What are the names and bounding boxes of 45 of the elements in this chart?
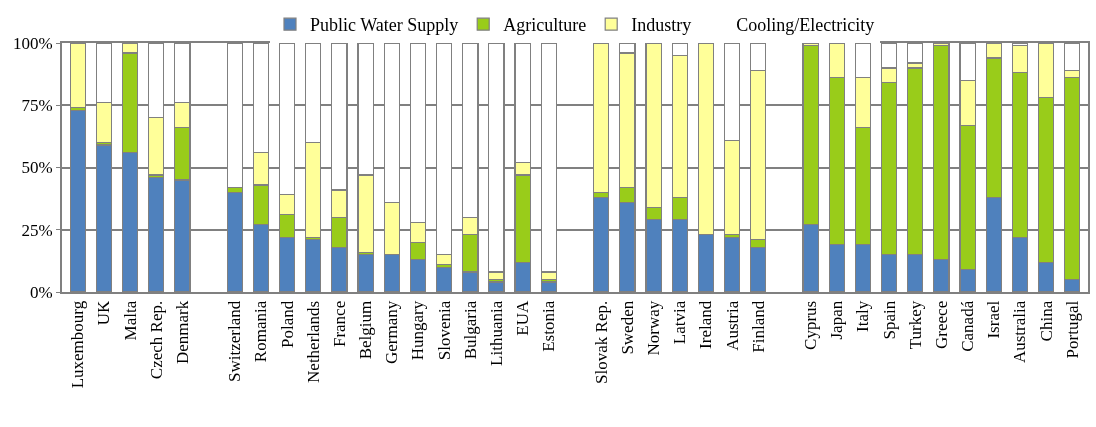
- x-tick-label: Poland: [277, 300, 297, 349]
- x-tick-label: Czech Rep.: [146, 300, 166, 380]
- x-tick-label: UK: [94, 300, 114, 326]
- x-tick-label: Lithuania: [487, 300, 507, 366]
- x-tick-label: Cyprus: [801, 300, 821, 350]
- x-tick-label: Greece: [931, 300, 951, 349]
- series-label: Cooling/Electricity: [736, 15, 875, 36]
- x-tick-label: Belgium: [356, 300, 376, 360]
- x-tick-label: Austria: [722, 300, 742, 351]
- x-tick-label: Ireland: [696, 300, 716, 349]
- x-tick-label: Malta: [120, 300, 140, 341]
- y-tick-label: 50%: [21, 158, 53, 178]
- x-tick-label: Germany: [382, 300, 402, 365]
- x-tick-label: Slovenia: [434, 300, 454, 361]
- x-tick-label: Turkey: [905, 300, 925, 350]
- legend-label: Public Water Supply: [310, 15, 459, 36]
- y-tick-label: 0%: [29, 282, 53, 302]
- x-tick-label: France: [329, 300, 349, 348]
- y-tick-label: 75%: [21, 96, 53, 116]
- legend-label: Agriculture: [503, 15, 587, 36]
- x-tick-label: Netherlands: [303, 300, 323, 383]
- x-tick-label: Canadá: [958, 300, 978, 352]
- legend-label: Industry: [631, 15, 692, 36]
- x-tick-label: Finland: [748, 300, 768, 353]
- x-tick-label: Portugal: [1062, 300, 1082, 359]
- x-tick-label: Australia: [1010, 300, 1030, 364]
- x-tick-label: Latvia: [670, 300, 690, 345]
- x-tick-label: Denmark: [172, 300, 192, 365]
- x-tick-label: Switzerland: [225, 300, 245, 382]
- x-tick-label: Sweden: [617, 300, 637, 355]
- x-tick-label: EUA: [513, 300, 533, 336]
- x-tick-label: Bulgaria: [460, 300, 480, 360]
- x-tick-label: Italy: [853, 300, 873, 332]
- x-tick-label: Norway: [644, 300, 664, 356]
- x-tick-label: Slovak Rep.: [591, 300, 611, 384]
- x-tick-label: Japan: [827, 300, 847, 340]
- x-tick-label: Spain: [879, 300, 899, 340]
- y-tick-label: 25%: [21, 220, 53, 240]
- x-tick-label: Hungary: [408, 300, 428, 361]
- x-tick-label: Estonia: [539, 300, 559, 352]
- x-tick-label: Luxembourg: [68, 300, 88, 389]
- y-tick-label: 100%: [12, 33, 53, 53]
- x-tick-label: Romania: [251, 300, 271, 363]
- x-tick-label: Israel: [984, 300, 1004, 339]
- x-tick-label: China: [1036, 300, 1056, 342]
